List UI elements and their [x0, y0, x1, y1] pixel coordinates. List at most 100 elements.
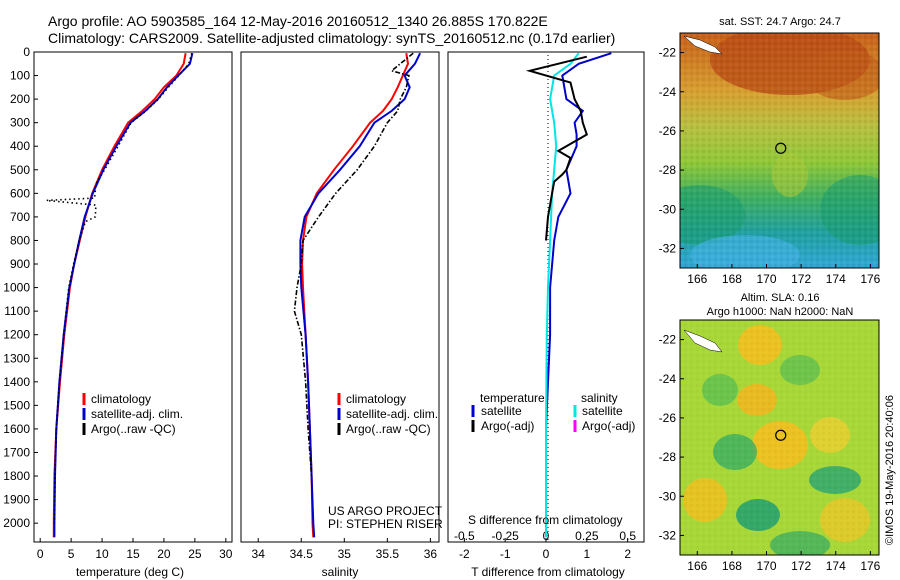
- sst-map-title: sat. SST: 24.7 Argo: 24.7: [719, 16, 841, 28]
- lon-tick-label: 176: [860, 272, 880, 286]
- legend-sal-satellite-label: satellite: [582, 404, 623, 418]
- depth-tick-label: 1800: [3, 469, 30, 483]
- x-tick-label: 15: [126, 547, 140, 561]
- temperature-axes-frame: [33, 51, 233, 543]
- temp-diff-tick-labels: -2 -1 0 1 2: [459, 538, 631, 561]
- lon-tick-label: 174: [826, 559, 846, 573]
- lon-tick-label: 172: [791, 272, 811, 286]
- depth-tick-label: 800: [10, 233, 30, 247]
- x-tick-label: 36: [424, 547, 438, 561]
- temp-diff-xlabel: T difference from climatology: [471, 565, 625, 579]
- series-line-sal-satellite: [545, 52, 580, 538]
- x-tick-label: -2: [459, 547, 470, 561]
- depth-tick-label: 1100: [4, 304, 30, 318]
- difference-lines: [525, 52, 612, 538]
- lat-tick-label: -30: [659, 489, 677, 503]
- depth-tick-label: 600: [10, 186, 30, 200]
- depth-tick-label: 1700: [3, 445, 30, 459]
- temperature-tick-labels: 0 5 10 15 20 25 30: [37, 538, 233, 561]
- legend-satellite-label: satellite-adj. clim.: [91, 407, 183, 421]
- depth-tick-label: 1400: [3, 375, 30, 389]
- x-tick-label: -1: [500, 547, 511, 561]
- sal-diff-xlabel: S difference from climatology: [468, 513, 623, 527]
- lon-tick-label: 172: [791, 559, 811, 573]
- sst-lon-ticks: 166 168 170 172 174 176: [687, 264, 881, 286]
- depth-tick-labels: 0 100 200 300 400 500 600 700 800 900 1000 1100 1200…: [3, 45, 38, 530]
- sla-map-title-line2: Argo h1000: NaN h2000: NaN: [707, 306, 854, 318]
- x-tick-label: 1: [583, 547, 590, 561]
- series-line-satellite: [299, 52, 421, 538]
- legend-title-temperature: temperature: [480, 391, 545, 405]
- legend-temp-argo-label: Argo(-adj): [481, 419, 534, 433]
- salinity-lines: [293, 52, 421, 538]
- series-line-argo: [293, 52, 414, 477]
- x-tick-label: 0: [543, 547, 550, 561]
- lat-tick-label: -24: [659, 372, 677, 386]
- lon-tick-label: 166: [687, 272, 707, 286]
- new-caledonia-island: [683, 329, 723, 353]
- legend-argo-label: Argo(..raw -QC): [346, 422, 431, 436]
- depth-tick-label: 1300: [3, 351, 30, 365]
- series-line-temp-argo: [525, 55, 589, 241]
- lat-tick-label: -26: [659, 411, 677, 425]
- salinity-xlabel: salinity: [322, 565, 359, 579]
- x-tick-label: 35.5: [376, 547, 400, 561]
- depth-tick-label: 300: [10, 116, 30, 130]
- sal-diff-tick-label: 0.5: [619, 529, 636, 543]
- sla-heatmap-field: [680, 320, 879, 555]
- sla-lon-ticks: 166 168 170 172 174 176: [687, 551, 881, 573]
- copyright-timestamp: ©IMOS 19-May-2016 20:40:06: [884, 395, 896, 545]
- depth-tick-label: 200: [10, 92, 30, 106]
- depth-tick-label: 2000: [3, 516, 30, 530]
- temperature-legend: climatology satellite-adj. clim. Argo(..…: [82, 392, 183, 436]
- difference-panel: -2 -1 0 1 2 -0.5 -0.25 0 0.25 0.5 S difference f…: [447, 51, 645, 579]
- lon-tick-label: 176: [860, 559, 880, 573]
- x-tick-label: 2: [624, 547, 631, 561]
- legend-climatology-label: climatology: [91, 392, 151, 406]
- sla-texture: [680, 320, 879, 555]
- difference-legend: temperature salinity satellite Argo(-adj…: [471, 391, 635, 433]
- x-tick-label: 30: [219, 547, 233, 561]
- x-tick-label: 34.5: [290, 547, 314, 561]
- sst-map-frame: [679, 32, 880, 269]
- depth-tick-label: 900: [10, 257, 30, 271]
- lat-tick-label: -26: [659, 124, 677, 138]
- sla-lat-ticks: -22 -24 -26 -28 -30 -32: [659, 333, 684, 542]
- x-tick-label: 34: [252, 547, 266, 561]
- sal-diff-tick-label: -0.5: [454, 529, 475, 543]
- lat-tick-label: -28: [659, 163, 677, 177]
- depth-tick-label: 1500: [3, 398, 30, 412]
- sla-map-title-line1: Altim. SLA: 0.16: [741, 292, 820, 304]
- header-line2: Climatology: CARS2009. Satellite-adjuste…: [48, 30, 615, 46]
- depth-tick-label: 1600: [3, 422, 30, 436]
- new-caledonia-island: [683, 35, 723, 55]
- depth-tick-label: 1900: [3, 493, 30, 507]
- lat-tick-label: -22: [659, 46, 677, 60]
- legend-temp-satellite-label: satellite: [481, 404, 522, 418]
- lon-tick-label: 168: [722, 559, 742, 573]
- depth-tick-label: 100: [10, 69, 30, 83]
- lon-tick-label: 170: [757, 272, 777, 286]
- sla-map-panel: Altim. SLA: 0.16 Argo h1000: NaN h2000: …: [659, 292, 881, 573]
- sal-diff-tick-label: -0.25: [491, 529, 519, 543]
- lat-tick-label: -32: [659, 528, 677, 542]
- lon-tick-label: 166: [687, 559, 707, 573]
- x-tick-label: 10: [95, 547, 109, 561]
- x-tick-label: 0: [37, 547, 44, 561]
- sst-map-panel: sat. SST: 24.7 Argo: 24.7 166 168 170 172 17…: [659, 16, 881, 286]
- salinity-axes-frame: [240, 51, 440, 543]
- pi-annotation: PI: STEPHEN RISER: [328, 517, 443, 531]
- salinity-legend: climatology satellite-adj. clim. Argo(..…: [337, 392, 438, 436]
- temperature-lines: [46, 52, 194, 538]
- salinity-tick-labels: 34 34.5 35 35.5 36: [252, 538, 438, 561]
- header-line1: Argo profile: AO 5903585_164 12-May-2016…: [48, 13, 548, 29]
- argo-position-marker: [775, 142, 787, 154]
- x-tick-label: 35: [338, 547, 352, 561]
- sst-lat-ticks: -22 -24 -26 -28 -30 -32: [659, 46, 684, 255]
- depth-tick-label: 700: [10, 210, 30, 224]
- lon-tick-label: 170: [757, 559, 777, 573]
- lat-tick-label: -22: [659, 333, 677, 347]
- temperature-panel: 0100200300400500600700800900100011001200…: [3, 45, 233, 579]
- x-tick-label: 25: [188, 547, 202, 561]
